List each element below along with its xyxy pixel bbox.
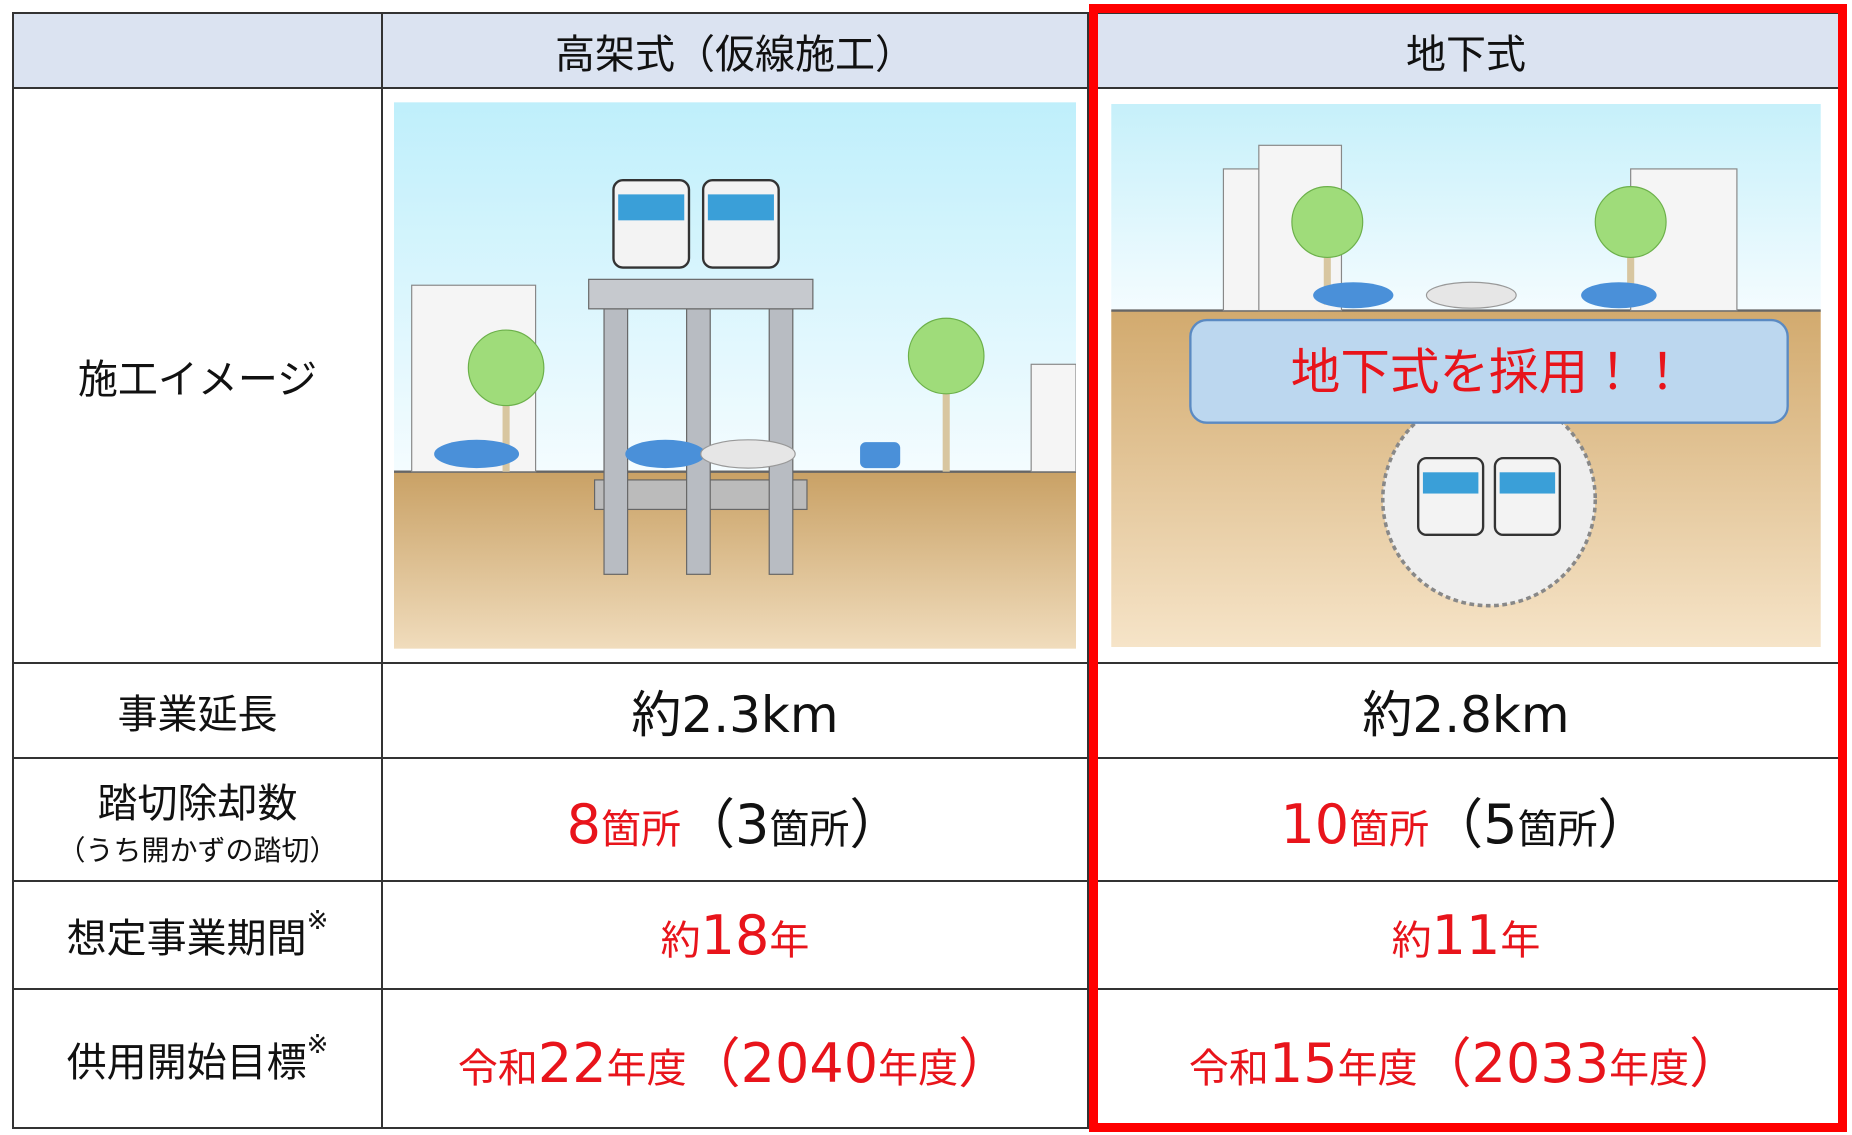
value-part: 2040 <box>740 1032 879 1095</box>
period-row: 想定事業期間※ 約18年 約11年 <box>12 880 1845 990</box>
comparison-table: 高架式（仮線施工） 地下式 施工イメージ <box>12 12 1845 1129</box>
row-sublabel: （うち開かずの踏切） <box>57 833 338 867</box>
row-label: 想定事業期間 <box>66 916 307 962</box>
header-cell: 地下式 <box>1087 12 1845 89</box>
elevated-illustration <box>394 102 1076 649</box>
value-part: 22 <box>537 1032 607 1095</box>
length-row: 事業延長 約2.3km 約2.8km <box>12 662 1845 759</box>
row-label: 施工イメージ <box>12 87 383 664</box>
illustration-shape <box>1425 281 1517 309</box>
value-part: ） <box>849 793 904 856</box>
value-part: 年度 <box>878 1046 959 1092</box>
value-part: ） <box>1689 1032 1744 1095</box>
row-label: 踏切除却数 <box>97 780 298 827</box>
value-part: 2033 <box>1471 1032 1610 1095</box>
value-cell: 約18年 <box>381 880 1089 990</box>
value-cell: 約2.3km <box>381 662 1089 759</box>
value-part: 年度 <box>1609 1046 1690 1092</box>
note-mark: ※ <box>306 906 329 936</box>
illustration-shape <box>686 308 711 575</box>
illustration-shape <box>467 329 545 407</box>
illustration-shape <box>1313 282 1394 309</box>
value-part: （ <box>1429 793 1484 856</box>
illustration-shape <box>907 317 985 395</box>
illustration-shape <box>1417 456 1485 537</box>
illustration-shape <box>1594 186 1667 259</box>
illustration-shape <box>1189 318 1789 424</box>
illustration-shape <box>1627 233 1635 305</box>
value-part: 年度 <box>1337 1046 1418 1092</box>
row-label-cell: 踏切除却数 （うち開かずの踏切） <box>12 757 383 882</box>
value-cell: 10箇所（5箇所） <box>1087 757 1845 882</box>
illustration-shape <box>1493 456 1562 537</box>
value-part: 年度 <box>606 1046 687 1092</box>
illustration-shape <box>612 179 691 269</box>
illustration-shape <box>1291 186 1364 259</box>
value-part: 10 <box>1280 793 1350 856</box>
value-part: 令和 <box>1188 1046 1269 1092</box>
value-part: 年 <box>1500 917 1541 964</box>
value-part: 8 <box>566 793 601 856</box>
underground-illustration: 地下式を採用！！ <box>1111 104 1821 647</box>
value-part: 3 <box>735 793 770 856</box>
illustration-shape <box>502 385 510 472</box>
illustration-shape <box>1581 282 1657 309</box>
illustration-shape <box>434 439 520 469</box>
value-part: 箇所 <box>1349 807 1430 853</box>
value-cell: 8箇所（3箇所） <box>381 757 1089 882</box>
illustration-shape <box>1422 472 1479 494</box>
crossing-row: 踏切除却数 （うち開かずの踏切） 8箇所（3箇所） 10箇所（5箇所） <box>12 757 1845 882</box>
value-part: 約 <box>660 917 701 964</box>
illustration-shape <box>625 439 706 469</box>
value-part: 箇所 <box>769 807 850 853</box>
header-cell: 高架式（仮線施工） <box>381 12 1089 89</box>
value-part: ） <box>958 1032 1013 1095</box>
value-cell: 約11年 <box>1087 880 1845 990</box>
illustration-shape <box>701 179 780 269</box>
image-cell <box>381 87 1089 664</box>
value-cell: 令和15年度（2033年度） <box>1087 988 1845 1129</box>
row-label: 事業延長 <box>12 662 383 759</box>
illustration-shape <box>1381 391 1598 608</box>
value-part: 約 <box>1391 917 1432 964</box>
target-row: 供用開始目標※ 令和22年度（2040年度） 令和15年度（2033年度） <box>12 988 1845 1129</box>
value-part: 15 <box>1268 1032 1338 1095</box>
value-part: 令和 <box>457 1046 538 1092</box>
illustration-shape <box>700 439 796 469</box>
callout-text: 地下式を採用！！ <box>1291 343 1688 401</box>
value-cell: 約2.8km <box>1087 662 1845 759</box>
illustration-shape <box>942 373 950 472</box>
value-part: （ <box>1417 1032 1472 1095</box>
note-mark: ※ <box>306 1029 329 1060</box>
illustration-shape <box>603 308 629 575</box>
value-part: 年 <box>769 917 810 964</box>
value-part: 箇所 <box>601 807 681 853</box>
row-label-cell: 供用開始目標※ <box>12 988 383 1129</box>
corner-cell <box>12 12 383 89</box>
value-part: （ <box>681 793 735 856</box>
value-cell: 令和22年度（2040年度） <box>381 988 1089 1129</box>
value-part: 11 <box>1431 903 1501 967</box>
value-part: 箇所 <box>1517 807 1598 853</box>
illustration-shape <box>588 278 814 310</box>
header-row: 高架式（仮線施工） 地下式 <box>12 12 1845 89</box>
illustration-shape <box>1323 233 1331 305</box>
illustration-shape <box>1030 363 1076 473</box>
illustration-shape <box>860 442 901 469</box>
row-label-cell: 想定事業期間※ <box>12 880 383 990</box>
value-part: ） <box>1597 793 1652 856</box>
value-part: （ <box>686 1032 741 1095</box>
illustration-shape <box>618 194 685 221</box>
image-cell: 地下式を採用！！ <box>1087 87 1845 664</box>
value-part: 5 <box>1483 793 1518 856</box>
illustration-shape <box>707 194 774 221</box>
illustration-shape <box>1499 472 1556 494</box>
value-part: 18 <box>700 903 770 967</box>
image-row: 施工イメージ <box>12 87 1845 664</box>
row-label: 供用開始目標 <box>66 1039 307 1086</box>
